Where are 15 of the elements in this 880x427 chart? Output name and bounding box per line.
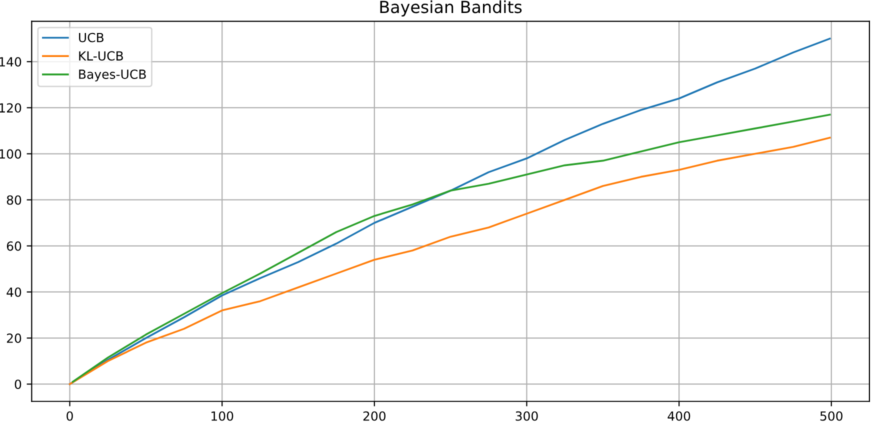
x-tick-label: 200	[363, 411, 386, 421]
y-tick-label: 60	[6, 241, 22, 251]
x-tick-label: 300	[516, 411, 538, 421]
legend-label: KL-UCB	[79, 51, 123, 61]
x-tick-label: 0	[66, 411, 73, 421]
x-tick-label: 400	[668, 411, 690, 421]
chart-title: Bayesian Bandits	[380, 0, 522, 16]
x-tick-label: 100	[212, 411, 234, 421]
y-tick-label: 40	[6, 287, 22, 297]
y-tick-label: 80	[6, 195, 22, 205]
legend-label: UCB	[79, 32, 104, 42]
y-tick-label: 0	[14, 380, 22, 390]
x-tick-label: 500	[820, 411, 842, 421]
y-tick-label: 20	[6, 334, 22, 343]
legend-label: Bayes-UCB	[79, 70, 146, 82]
